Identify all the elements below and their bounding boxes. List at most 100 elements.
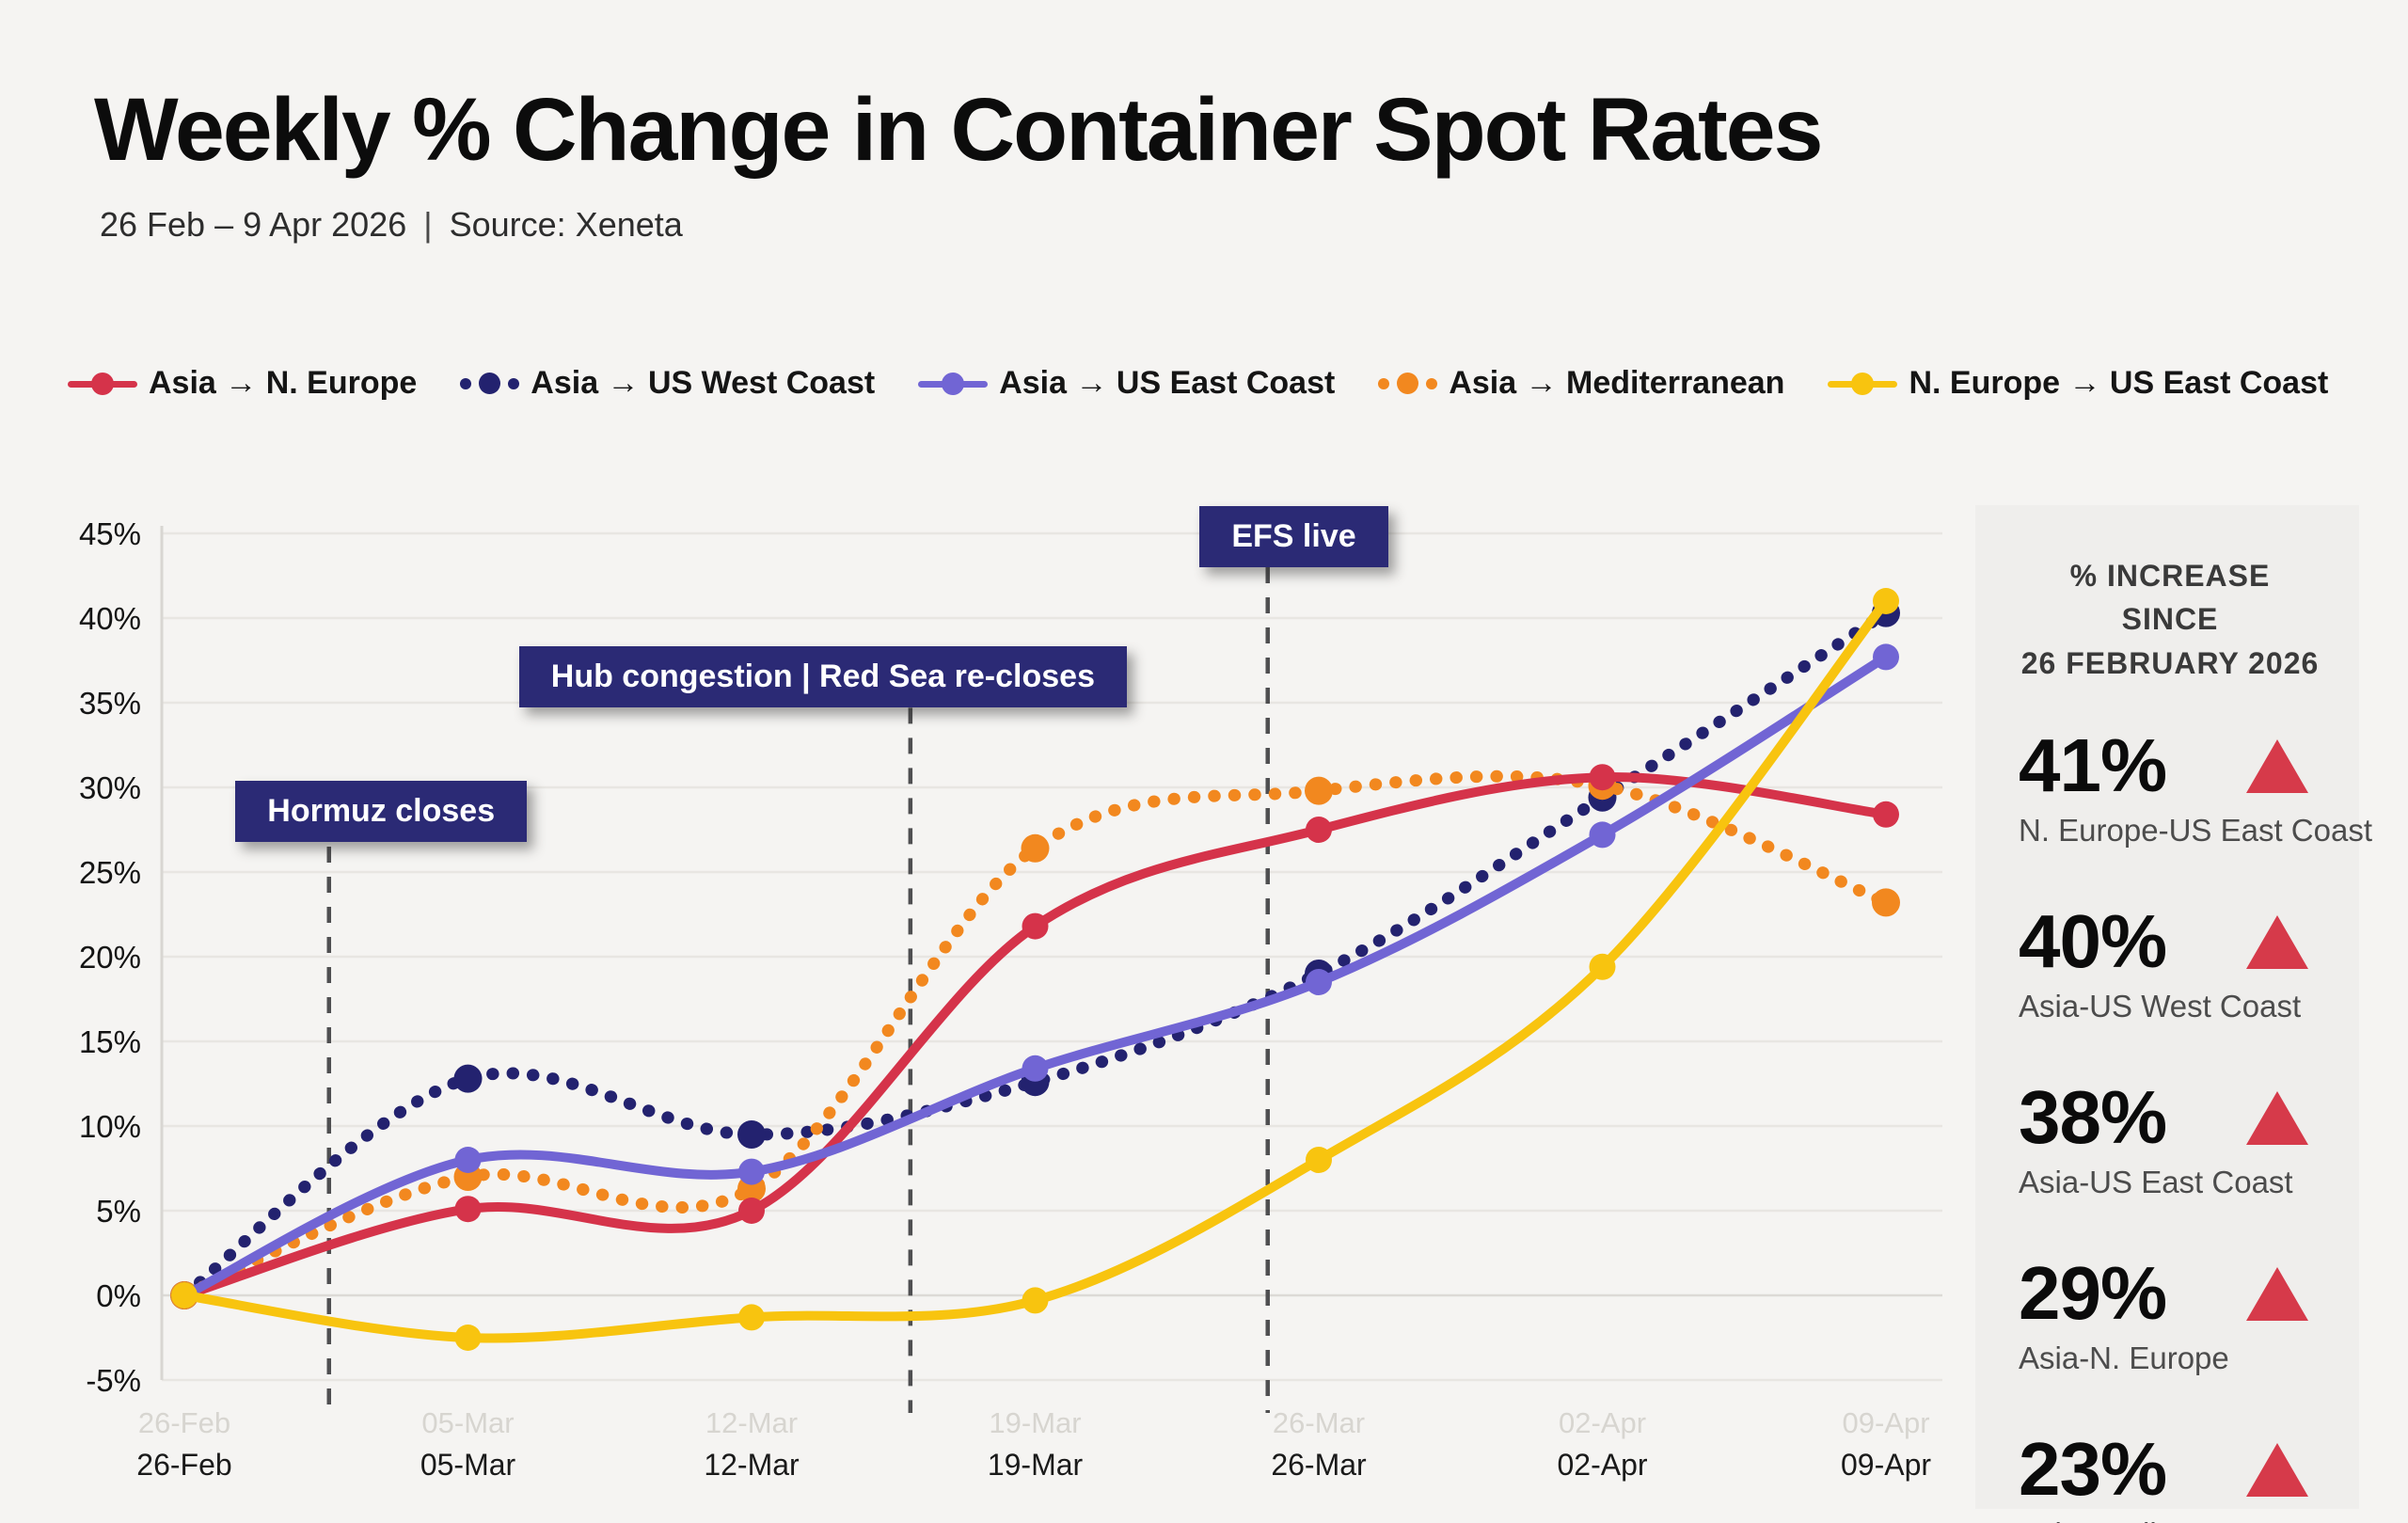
triangle-up-icon bbox=[2246, 1442, 2308, 1497]
data-point-marker bbox=[737, 1120, 766, 1149]
triangle-up-icon bbox=[2246, 1266, 2308, 1321]
stat-label: Asia-US West Coast bbox=[2019, 989, 2302, 1024]
x-tick-label-ghost: 12-Mar bbox=[705, 1406, 798, 1439]
data-point-marker bbox=[738, 1304, 765, 1331]
legend-item-5: N. Europe → US East Coast bbox=[1828, 365, 2328, 402]
subtitle-source: Source: Xeneta bbox=[449, 205, 683, 244]
data-point-marker bbox=[1873, 643, 1899, 671]
stat-label: N. Europe-US East Coast bbox=[2019, 813, 2372, 849]
y-tick-label: 30% bbox=[79, 770, 141, 805]
data-point-marker bbox=[1589, 953, 1616, 980]
legend-label: N. Europe → US East Coast bbox=[1909, 365, 2329, 401]
y-tick-label: 35% bbox=[79, 686, 141, 721]
series-1 bbox=[171, 764, 1899, 1309]
legend-solid-line-dot-icon bbox=[1828, 372, 1898, 396]
x-tick-label-ghost: 09-Apr bbox=[1842, 1406, 1929, 1439]
y-tick-label: 45% bbox=[79, 516, 141, 551]
x-tick-label-ghost: 02-Apr bbox=[1559, 1406, 1646, 1439]
legend-item-1: Asia → N. Europe bbox=[68, 365, 417, 402]
x-tick-label: 26-Mar bbox=[1271, 1448, 1367, 1482]
legend-label: Asia → N. Europe bbox=[149, 365, 418, 401]
legend-item-4: Asia → Mediterranean bbox=[1378, 365, 1784, 402]
y-tick-label: 25% bbox=[79, 855, 141, 890]
y-tick-label: 20% bbox=[79, 940, 141, 975]
subtitle-date-range: 26 Feb – 9 Apr 2026 bbox=[100, 205, 407, 244]
x-tick-label-ghost: 26-Feb bbox=[138, 1406, 230, 1439]
y-axis-labels: 45% 40% 35% 30% 25% 20% 15% 10% 5% 0% -5% bbox=[79, 516, 141, 1398]
stat-2: 40% Asia-US West Coast bbox=[2019, 898, 2321, 1074]
x-tick-label-ghost: 05-Mar bbox=[421, 1406, 514, 1439]
data-point-marker bbox=[1306, 817, 1332, 843]
data-point-marker bbox=[453, 1064, 483, 1093]
data-point-marker bbox=[171, 1282, 198, 1309]
page-title: Weekly % Change in Container Spot Rates bbox=[94, 80, 1823, 180]
stats-heading-line1: % INCREASE SINCE bbox=[2069, 559, 2271, 637]
stats-list: 41% N. Europe-US East Coast 40% Asia-US Wes… bbox=[2019, 722, 2372, 1523]
series-line bbox=[178, 607, 1893, 1302]
data-point-marker bbox=[1306, 1147, 1332, 1173]
y-tick-label: -5% bbox=[86, 1363, 141, 1398]
legend-dotted-line-icon bbox=[1378, 373, 1438, 394]
stat-value: 38% bbox=[2019, 1075, 2167, 1160]
legend-solid-line-dot-icon bbox=[918, 372, 989, 396]
y-tick-label: 15% bbox=[79, 1024, 141, 1059]
annotation-lines bbox=[326, 567, 1270, 1413]
stat-label: Asia-Mediterranean bbox=[2019, 1516, 2321, 1523]
legend-item-3: Asia → US East Coast bbox=[918, 365, 1335, 402]
subtitle-separator: | bbox=[423, 205, 433, 244]
data-point-marker bbox=[738, 1158, 765, 1185]
page-subtitle: 26 Feb – 9 Apr 2026 | Source: Xeneta bbox=[100, 205, 683, 245]
series-5 bbox=[171, 588, 1899, 1351]
y-tick-label: 5% bbox=[96, 1194, 141, 1229]
stats-panel-heading: % INCREASE SINCE 26 FEBRUARY 2026 bbox=[2019, 554, 2321, 685]
triangle-up-icon bbox=[2246, 738, 2308, 793]
data-point-marker bbox=[1589, 821, 1616, 849]
stat-value: 41% bbox=[2019, 723, 2167, 808]
legend-label: Asia → US West Coast bbox=[531, 365, 876, 401]
data-point-marker bbox=[1021, 833, 1050, 863]
annotation-box-2: Hub congestion | Red Sea re-closes bbox=[518, 646, 1127, 708]
triangle-up-icon bbox=[2246, 1090, 2308, 1145]
y-tick-label: 10% bbox=[79, 1109, 141, 1144]
x-tick-label: 19-Mar bbox=[988, 1448, 1084, 1482]
y-tick-label: 0% bbox=[96, 1278, 141, 1313]
data-point-marker bbox=[1589, 764, 1616, 791]
data-point-marker bbox=[1022, 1287, 1049, 1314]
data-point-marker bbox=[1873, 801, 1899, 828]
x-tick-label-ghost: 26-Mar bbox=[1273, 1406, 1365, 1439]
x-axis-labels: 26-Feb 26-Feb 05-Mar 05-Mar 12-Mar 12-Mar 19-M… bbox=[136, 1406, 1931, 1482]
legend-label: Asia → US East Coast bbox=[999, 365, 1336, 401]
data-point-marker bbox=[454, 1325, 482, 1351]
data-point-marker bbox=[1873, 588, 1899, 614]
data-point-marker bbox=[454, 1147, 482, 1173]
stat-value: 23% bbox=[2019, 1427, 2167, 1512]
stat-4: 29% Asia-N. Europe bbox=[2019, 1250, 2321, 1426]
x-tick-label: 12-Mar bbox=[704, 1448, 800, 1482]
annotation-box-1: Hormuz closes bbox=[235, 780, 528, 842]
x-tick-label: 09-Apr bbox=[1841, 1448, 1931, 1482]
data-point-marker bbox=[1306, 969, 1332, 995]
stat-1: 41% N. Europe-US East Coast bbox=[2019, 722, 2372, 898]
legend-dotted-line-icon bbox=[460, 373, 520, 394]
x-tick-label: 02-Apr bbox=[1557, 1448, 1647, 1482]
legend-label: Asia → Mediterranean bbox=[1449, 365, 1785, 401]
data-point-marker bbox=[1022, 1055, 1049, 1082]
legend-item-2: Asia → US West Coast bbox=[460, 365, 875, 402]
data-point-marker bbox=[454, 1196, 482, 1223]
stats-panel: % INCREASE SINCE 26 FEBRUARY 2026 41% N. … bbox=[1975, 505, 2372, 1523]
chart-legend: Asia → N. Europe Asia → US West Coast Asia… bbox=[68, 365, 2352, 402]
data-point-marker bbox=[738, 1198, 765, 1224]
stat-label: Asia-N. Europe bbox=[2019, 1341, 2229, 1376]
series-3 bbox=[171, 643, 1899, 1309]
data-point-marker bbox=[1305, 776, 1333, 805]
series-line bbox=[183, 597, 1890, 1343]
x-tick-label-ghost: 19-Mar bbox=[989, 1406, 1081, 1439]
stat-value: 29% bbox=[2019, 1251, 2167, 1336]
data-point-marker bbox=[1022, 912, 1049, 940]
legend-solid-line-dot-icon bbox=[68, 372, 137, 396]
series-line bbox=[182, 653, 1889, 1300]
stats-heading-line2: 26 FEBRUARY 2026 bbox=[2020, 645, 2320, 680]
x-tick-label: 05-Mar bbox=[420, 1448, 516, 1482]
